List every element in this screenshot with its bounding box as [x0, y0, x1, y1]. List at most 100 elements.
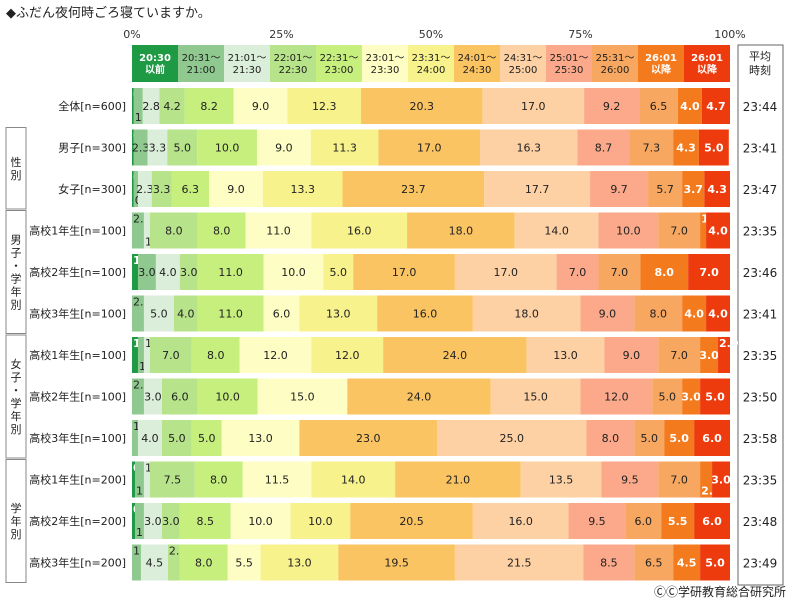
bar-segment: [299, 295, 378, 332]
bar-segment: [262, 171, 343, 207]
bar-value-label: 24.0: [407, 391, 432, 404]
bar-value-label: 3.7: [683, 183, 703, 196]
bar-value-label: 2.3: [136, 183, 154, 196]
avg-value: 23:44: [743, 100, 778, 114]
bar-segment: [580, 378, 653, 415]
bar-value-label: 3.0: [681, 391, 701, 404]
bar-segment: [242, 461, 312, 498]
bar-segment: [132, 420, 138, 456]
bar-segment: [694, 503, 730, 539]
bar-segment: [311, 337, 384, 373]
bar-segment: [700, 378, 730, 415]
bar-value-label: 9.0: [623, 349, 641, 362]
bar-value-label: 5.0: [173, 142, 191, 155]
bar-value-label: 5.0: [704, 142, 724, 155]
bar-value-label: 7.5: [164, 474, 182, 487]
group-label-char: 年: [11, 285, 22, 299]
bar-segment: [143, 337, 150, 373]
bar-value-label: 3.3: [153, 183, 171, 196]
legend-label: 24:00: [417, 65, 446, 76]
avg-header: 平均: [749, 50, 771, 63]
bar-value-label: 4.0: [141, 432, 159, 445]
bar-segment: [143, 295, 174, 332]
bar-value-label: 9.0: [252, 100, 270, 113]
legend-label: 21:01～: [228, 53, 267, 64]
group-label-char: 子: [11, 247, 22, 260]
avg-value: 23:46: [743, 266, 778, 280]
bar-segment: [132, 254, 138, 290]
bar-segment: [395, 461, 521, 498]
bar-value-label: 7.0: [569, 266, 587, 279]
bar-segment: [290, 503, 351, 539]
bar-value-label: 17.0: [417, 142, 442, 155]
bar-segment: [134, 503, 144, 539]
bar-value-label: 15.0: [523, 391, 548, 404]
bar-value-label: 7.0: [670, 349, 688, 362]
bar-segment: [143, 212, 150, 249]
bar-value-label: 8.2: [200, 100, 218, 113]
avg-value: 23:35: [743, 474, 778, 488]
bar-value-label: 9.0: [599, 308, 617, 321]
group-label-char: 学: [11, 396, 22, 410]
avg-value: 23:49: [743, 557, 778, 571]
group-label-char: 年: [11, 409, 22, 423]
row-label: 高校3年生[n=200]: [29, 556, 126, 570]
bar-segment: [704, 171, 730, 207]
bar-value-label: 3.0: [138, 266, 156, 279]
group-label-char: 子: [11, 371, 22, 384]
bar-value-label: 8.0: [654, 266, 674, 279]
bar-segment: [598, 212, 659, 249]
bar-value-label: 6.3: [182, 183, 200, 196]
bar-segment: [700, 461, 713, 498]
bar-segment: [137, 171, 152, 207]
avg-value: 23:48: [743, 515, 778, 529]
bar-value-label: 8.0: [165, 225, 183, 238]
bar-value-label: 8.5: [197, 515, 215, 528]
bar-segment: [634, 420, 665, 456]
bar-segment: [311, 212, 408, 249]
avg-value: 23:58: [743, 432, 778, 446]
bar-value-label: 11.0: [266, 225, 291, 238]
row-label: 高校3年生[n=100]: [29, 307, 126, 321]
group-label-char: 性: [11, 155, 22, 169]
bar-segment: [584, 88, 640, 124]
bar-value-label: 2.3: [132, 142, 150, 155]
bar-segment: [700, 544, 730, 581]
bar-segment: [577, 129, 630, 166]
bar-value-label: 4.0: [708, 225, 728, 238]
bar-value-label: 4.0: [159, 266, 177, 279]
avg-value: 23:47: [743, 183, 778, 197]
bar-value-label: 17.7: [525, 183, 550, 196]
bar-value-label: 3.0: [699, 349, 719, 362]
bar-segment: [658, 212, 701, 249]
bar-value-label: 7.0: [611, 266, 629, 279]
bar-segment: [197, 254, 264, 290]
bar-segment: [143, 503, 162, 539]
bar-value-label: 23.0: [356, 432, 381, 445]
bar-segment: [149, 212, 198, 249]
bar-segment: [383, 337, 527, 373]
bar-segment: [673, 129, 699, 166]
bar-segment: [132, 378, 144, 415]
legend-swatch: [454, 45, 500, 82]
legend-swatch: [316, 45, 362, 82]
group-box: [5, 459, 27, 583]
bar-value-label: 5.0: [705, 391, 725, 404]
bar-value-label: 4.7: [706, 100, 726, 113]
group-box: [5, 210, 27, 334]
legend-label: 23:00: [325, 65, 354, 76]
legend-label: 以前: [145, 63, 165, 76]
bar-segment: [239, 337, 312, 373]
bar-segment: [179, 254, 198, 290]
bar-value-label: 5.0: [198, 432, 216, 445]
bar-segment: [652, 378, 683, 415]
bar-value-label: 23.7: [401, 183, 426, 196]
bar-segment: [132, 461, 135, 498]
bar-value-label: 6.0: [273, 308, 291, 321]
legend-label: 21:30: [233, 65, 262, 76]
bar-segment: [323, 254, 354, 290]
legend-label: 25:00: [509, 65, 538, 76]
legend-label: 23:01～: [366, 53, 405, 64]
group-label-char: 男: [11, 234, 22, 247]
